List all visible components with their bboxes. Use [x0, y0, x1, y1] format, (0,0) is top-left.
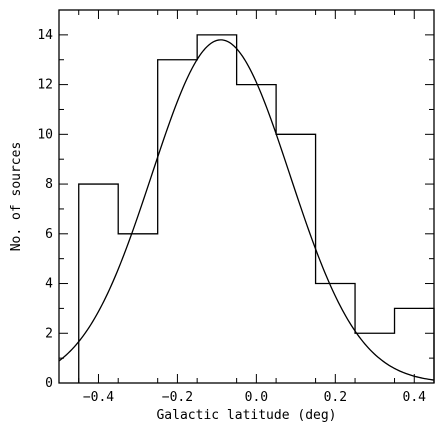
- x-tick-labels: −0.4 −0.2 0.0 0.2 0.4: [83, 390, 426, 405]
- plot-frame: [58, 9, 435, 384]
- y-tick-label: 4: [45, 277, 53, 292]
- y-tick-label: 10: [37, 127, 53, 142]
- histogram-bar: [197, 35, 236, 383]
- y-axis-label: No. of sources: [9, 142, 24, 252]
- x-tick-label: −0.2: [162, 390, 193, 405]
- histogram-bar: [158, 60, 197, 383]
- x-tick-label: 0.4: [403, 390, 427, 405]
- y-tick-label: 2: [45, 326, 53, 341]
- y-tick-label: 14: [37, 28, 53, 43]
- x-tick-label: 0.0: [245, 390, 268, 405]
- histogram-bar: [355, 333, 394, 383]
- x-tick-label: −0.4: [83, 390, 114, 405]
- y-tick-label: 0: [45, 376, 53, 391]
- y-tick-labels: 0 2 4 6 8 10 12 14: [37, 28, 53, 391]
- histogram-bar: [276, 134, 315, 383]
- x-tick-label: 0.2: [324, 390, 347, 405]
- y-tick-label: 12: [37, 78, 53, 93]
- y-tick-label: 6: [45, 227, 53, 242]
- histogram-bar: [118, 234, 157, 383]
- y-tick-label: 8: [45, 177, 53, 192]
- histogram-bar: [316, 284, 355, 383]
- histogram-bar: [237, 85, 276, 383]
- ticks-layer: [59, 10, 435, 384]
- x-axis-label: Galactic latitude (deg): [156, 408, 336, 423]
- histogram-bins: [79, 35, 434, 383]
- histogram-step-line: [78, 34, 435, 383]
- gaussian-fit-curve: [58, 39, 435, 381]
